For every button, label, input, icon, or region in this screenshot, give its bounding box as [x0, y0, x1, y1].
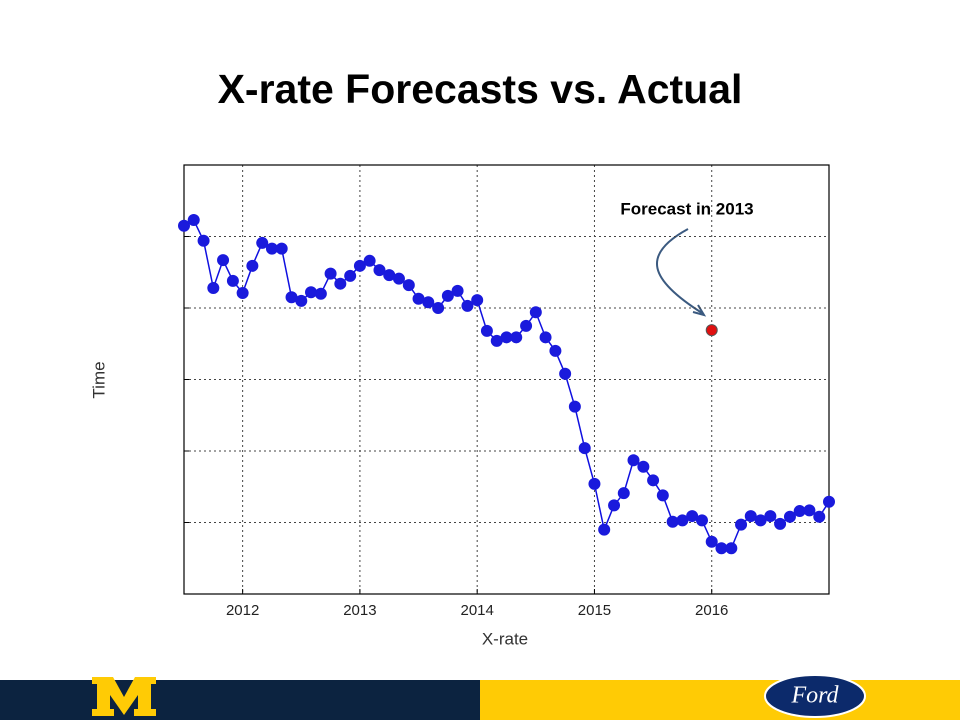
- data-point: [207, 281, 220, 294]
- data-point: [422, 296, 435, 309]
- data-point: [402, 279, 415, 292]
- data-point: [676, 514, 689, 527]
- data-point: [187, 214, 200, 227]
- footer-left: [0, 680, 480, 720]
- data-point: [764, 510, 777, 523]
- data-point: [480, 324, 493, 337]
- data-point: [226, 274, 239, 287]
- data-point: [803, 504, 816, 517]
- data-point: [451, 284, 464, 297]
- data-point: [598, 523, 611, 536]
- data-point: [813, 510, 826, 523]
- data-point: [637, 460, 650, 473]
- data-point: [549, 344, 562, 357]
- michigan-logo: [92, 677, 156, 716]
- data-point: [275, 242, 288, 255]
- x-tick-label: 2015: [578, 602, 611, 619]
- data-point: [305, 286, 318, 299]
- data-point: [754, 514, 767, 527]
- y-axis-label: Time: [89, 361, 108, 398]
- annotation-arrow: [656, 228, 703, 314]
- data-point: [344, 269, 357, 282]
- data-point: [695, 514, 708, 527]
- data-point: [744, 510, 757, 523]
- data-point: [666, 515, 679, 528]
- data-point: [461, 299, 474, 312]
- data-point: [392, 272, 405, 285]
- data-point: [656, 489, 669, 502]
- data-point: [510, 331, 523, 344]
- data-point: [197, 234, 210, 247]
- data-point: [314, 287, 327, 300]
- x-axis-label: X-rate: [482, 629, 528, 648]
- x-tick-label: 2016: [695, 602, 728, 619]
- data-point: [236, 286, 249, 299]
- data-point: [539, 331, 552, 344]
- data-point: [588, 477, 601, 490]
- data-point: [520, 319, 533, 332]
- data-point: [441, 289, 454, 302]
- data-point: [783, 510, 796, 523]
- data-point: [774, 517, 787, 530]
- data-point: [568, 400, 581, 413]
- data-point: [353, 259, 366, 272]
- x-tick-label: 2012: [226, 602, 259, 619]
- data-point: [432, 302, 445, 314]
- data-point: [705, 324, 718, 337]
- ford-logo-text: Ford: [790, 683, 839, 709]
- data-point: [373, 264, 386, 277]
- footer-right: [480, 680, 960, 720]
- data-point: [627, 454, 640, 467]
- chart-title: X-rate Forecasts vs. Actual: [218, 66, 743, 112]
- x-tick-label: 2013: [343, 602, 376, 619]
- data-point: [178, 219, 190, 232]
- data-point: [705, 535, 718, 548]
- data-point: [559, 367, 572, 380]
- data-point: [617, 487, 630, 500]
- data-point: [715, 542, 728, 555]
- data-point: [256, 236, 269, 249]
- data-line: [183, 218, 830, 549]
- data-point: [735, 518, 748, 531]
- annotation: Forecast in 2013: [620, 199, 753, 218]
- data-point: [647, 474, 660, 487]
- data-point: [686, 510, 699, 523]
- data-point: [823, 495, 835, 508]
- data-point: [217, 254, 230, 267]
- data-point: [471, 294, 484, 307]
- ford-logo: [764, 674, 866, 718]
- plot-frame: [183, 164, 830, 595]
- x-tick-label: 2014: [460, 602, 493, 619]
- data-point: [578, 442, 591, 455]
- data-point: [529, 306, 542, 319]
- data-point: [334, 277, 347, 290]
- data-point: [295, 294, 308, 307]
- data-point: [725, 542, 738, 555]
- data-point: [246, 259, 259, 272]
- data-point: [324, 267, 337, 280]
- data-point: [608, 499, 621, 512]
- data-point: [363, 254, 376, 267]
